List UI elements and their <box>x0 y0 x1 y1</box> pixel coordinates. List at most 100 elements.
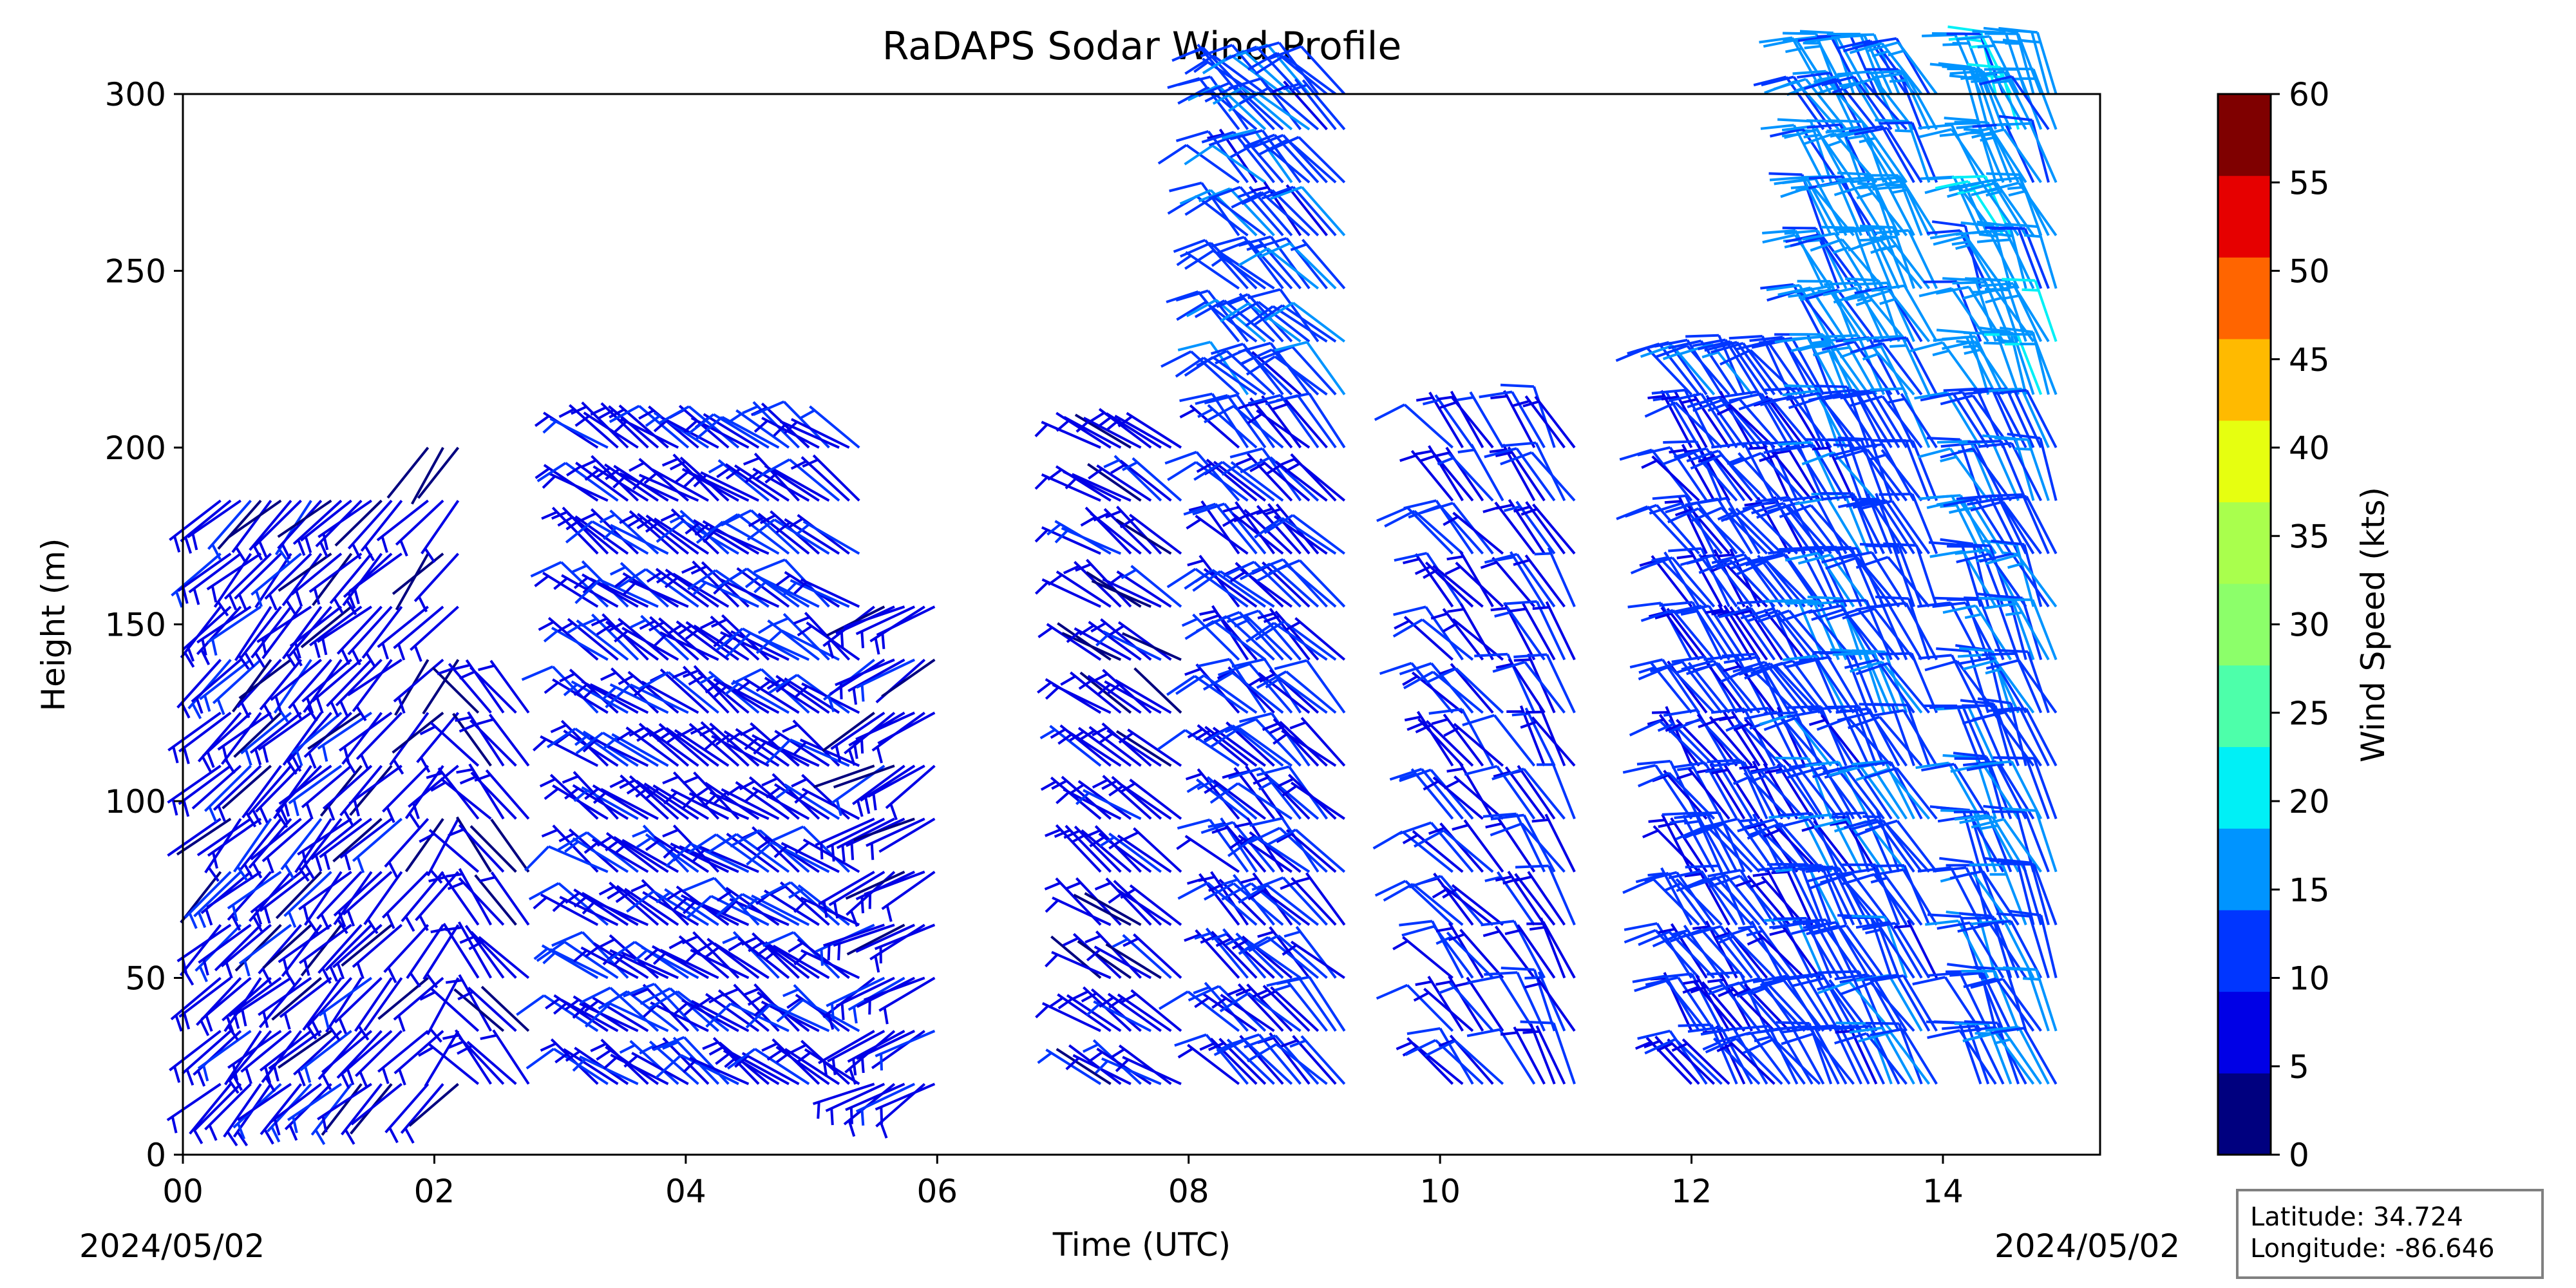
wind-barb <box>573 680 639 714</box>
wind-barb <box>459 666 517 714</box>
wind-barb <box>474 874 517 926</box>
wind-barb <box>864 870 925 909</box>
wind-barb <box>716 886 780 926</box>
wind-barb <box>1647 390 1693 448</box>
wind-barb <box>1122 827 1182 873</box>
wind-barb <box>204 764 252 823</box>
wind-barb <box>1374 403 1454 449</box>
wind-barb <box>1282 781 1345 820</box>
wind-barb <box>238 923 292 977</box>
colorbar-tick-label: 50 <box>2289 253 2330 290</box>
wind-barb <box>317 923 363 984</box>
wind-barb <box>544 784 609 820</box>
wind-barb <box>1389 768 1464 820</box>
wind-barb <box>352 659 393 722</box>
wind-barb <box>1176 835 1240 873</box>
wind-barb <box>1211 994 1275 1032</box>
wind-barb <box>536 940 619 980</box>
wind-barb <box>1515 864 1576 925</box>
wind-barb <box>1261 185 1337 236</box>
wind-barb <box>1095 1057 1162 1086</box>
wind-barb <box>312 553 353 606</box>
wind-barb <box>341 1083 383 1145</box>
wind-barb <box>478 659 530 714</box>
colorbar-segment <box>2218 502 2271 584</box>
wind-barb <box>734 1052 800 1085</box>
wind-barb <box>240 605 282 668</box>
wind-barb <box>268 1030 322 1082</box>
wind-barb <box>1195 393 1267 449</box>
wind-barb <box>469 825 517 873</box>
wind-barb <box>232 818 272 882</box>
wind-barb <box>363 977 403 1032</box>
colorbar-label: Wind Speed (kts) <box>2354 487 2392 762</box>
wind-barb <box>264 553 312 611</box>
wind-barb <box>419 829 480 873</box>
wind-barb <box>426 977 460 1043</box>
colorbar-tick-label: 40 <box>2289 430 2330 467</box>
wind-barb <box>699 723 760 767</box>
wind-barb <box>848 976 905 1024</box>
wind-barb <box>255 764 302 824</box>
wind-barb <box>1284 617 1346 661</box>
wind-barb <box>1117 412 1182 449</box>
wind-barb <box>552 896 619 926</box>
wind-barb <box>1649 660 1723 714</box>
wind-barb <box>665 729 730 767</box>
wind-barb <box>652 631 719 661</box>
wind-barb <box>422 924 460 989</box>
wind-barb <box>393 658 444 714</box>
colorbar-tick-label: 60 <box>2289 76 2330 113</box>
wind-barb <box>1238 884 1320 926</box>
wind-barb <box>430 777 492 820</box>
wind-barb <box>783 579 850 608</box>
wind-barb <box>338 712 393 764</box>
wind-barb <box>739 722 800 767</box>
wind-barb <box>735 677 800 714</box>
wind-barb <box>1045 683 1112 714</box>
wind-barb <box>1224 717 1302 767</box>
wind-barb <box>319 764 363 817</box>
wind-barb <box>176 817 232 856</box>
wind-barb <box>1035 1002 1101 1032</box>
wind-barb <box>1102 578 1162 608</box>
wind-barb <box>1063 826 1122 873</box>
wind-barb <box>334 977 383 1034</box>
wind-barb <box>649 723 710 767</box>
wind-barb <box>1157 729 1240 767</box>
wind-barb <box>1176 301 1258 343</box>
wind-barb <box>866 817 925 860</box>
wind-barb <box>413 553 459 612</box>
wind-barb <box>877 711 936 745</box>
wind-barb <box>1532 601 1576 661</box>
wind-barb <box>1640 556 1716 608</box>
wind-barb <box>1166 675 1249 714</box>
wind-barb <box>1241 189 1320 237</box>
wind-barb <box>685 895 770 926</box>
wind-barb <box>233 712 282 758</box>
wind-barb <box>1209 782 1293 820</box>
wind-barb <box>417 446 460 499</box>
wind-barb <box>582 577 649 608</box>
wind-barb <box>643 468 709 502</box>
colorbar-segment <box>2218 828 2271 911</box>
wind-barb <box>876 605 936 649</box>
wind-barb <box>1500 1026 1546 1085</box>
wind-barb <box>1446 550 1494 608</box>
wind-barb <box>1289 717 1346 767</box>
wind-barb <box>1280 876 1337 926</box>
wind-barb <box>1641 455 1700 502</box>
wind-barb <box>1293 872 1346 926</box>
wind-barb <box>1204 393 1276 449</box>
wind-barb <box>290 712 343 766</box>
wind-barb <box>599 509 659 555</box>
wind-barb <box>1247 52 1328 95</box>
wind-barb <box>217 712 272 763</box>
x-tick-label: 10 <box>1419 1173 1461 1210</box>
wind-barb <box>1157 144 1240 184</box>
wind-barb <box>1122 457 1182 502</box>
wind-barb <box>408 1083 459 1127</box>
x-tick-label: 12 <box>1671 1173 1712 1210</box>
wind-barb <box>1413 987 1474 1032</box>
wind-barb <box>326 659 373 718</box>
